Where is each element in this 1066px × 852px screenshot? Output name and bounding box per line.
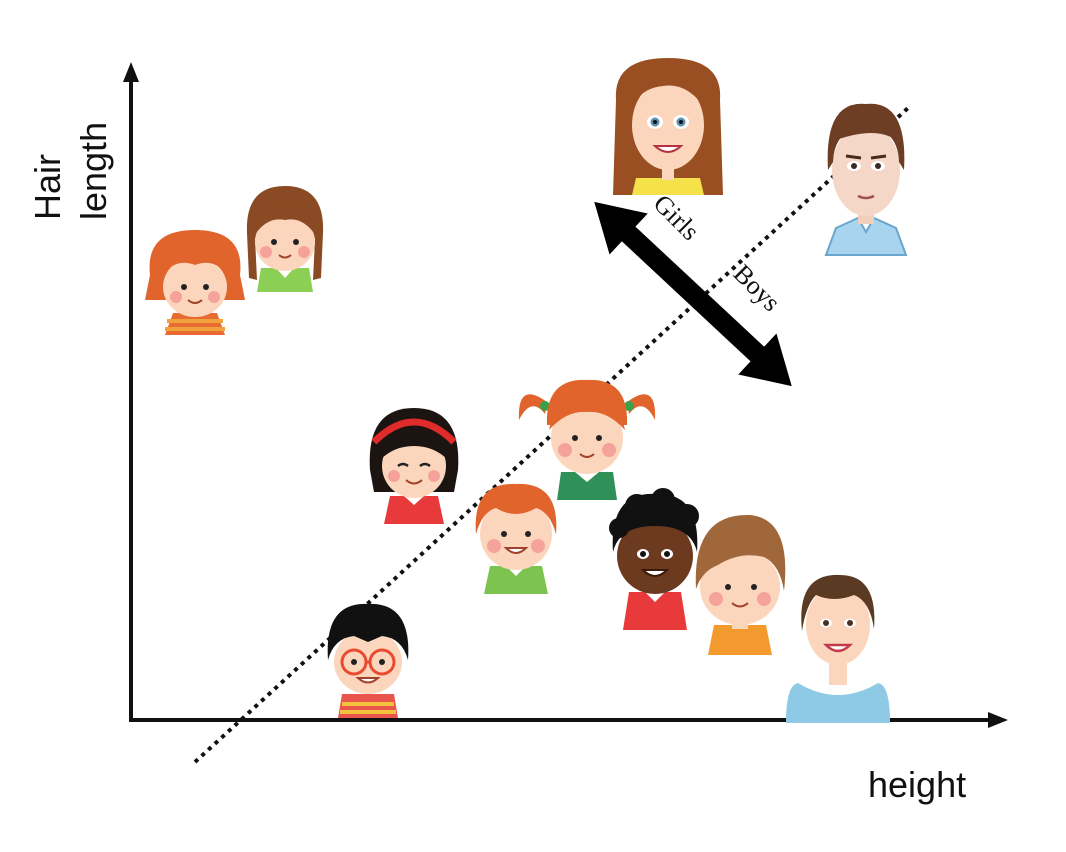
girls-label: Girls (648, 189, 705, 246)
person-girl-braids (246, 186, 324, 292)
person-boy-glasses (327, 603, 409, 718)
x-axis-label: height (868, 764, 966, 805)
person-woman-long-brown-hair (613, 58, 723, 195)
person-boy-orange-hair (475, 483, 557, 594)
person-woman-short-hair (786, 574, 890, 723)
girls-boys-arrow (594, 201, 792, 387)
x-axis-arrowhead (988, 712, 1008, 728)
person-boy-dark-skin (609, 488, 699, 630)
person-girl-headband (369, 408, 459, 524)
y-axis-label-line2: length (73, 122, 114, 220)
person-girl-pigtails (518, 379, 656, 500)
y-axis-label-line1: Hair (27, 154, 68, 220)
person-man-slicked-hair (824, 103, 908, 256)
y-axis-arrowhead (123, 62, 139, 82)
person-girl-orange-hair (145, 230, 245, 335)
boys-label: Boys (728, 259, 786, 317)
y-axis-label: Hair length (27, 122, 114, 220)
person-boy-brown-hair (695, 514, 786, 655)
